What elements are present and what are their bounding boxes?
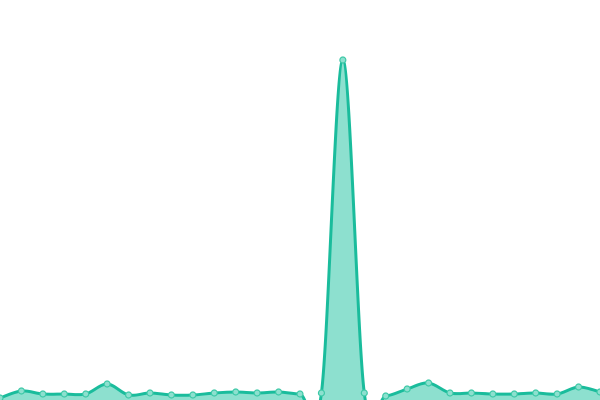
data-point-21	[446, 389, 454, 397]
data-point-12	[253, 389, 261, 397]
data-point-5	[103, 380, 111, 388]
data-point-7	[146, 389, 154, 397]
data-point-27	[574, 383, 583, 391]
data-point-23	[489, 390, 497, 398]
data-point-6	[124, 391, 133, 399]
area-fill	[0, 60, 600, 400]
data-point-15	[317, 389, 326, 397]
data-point-26	[553, 390, 561, 398]
data-point-9	[189, 391, 197, 399]
data-point-22	[467, 389, 476, 397]
data-point-4	[82, 390, 90, 398]
data-point-25	[532, 389, 540, 397]
data-point-11	[232, 388, 240, 396]
data-point-1	[17, 387, 26, 395]
data-point-8	[167, 391, 176, 399]
data-point-10	[210, 389, 218, 397]
series-line	[0, 58, 600, 400]
data-point-24	[510, 390, 518, 398]
data-point-19	[403, 385, 411, 393]
data-point-2	[39, 390, 47, 398]
data-point-13	[274, 388, 283, 396]
data-point-0	[0, 394, 4, 400]
data-point-3	[60, 390, 68, 398]
data-point-17	[360, 389, 368, 397]
data-point-20	[424, 379, 433, 387]
data-point-28	[596, 388, 600, 396]
data-markers	[0, 56, 600, 400]
data-point-16	[339, 56, 347, 64]
data-point-18	[382, 392, 390, 400]
data-point-14	[296, 390, 304, 398]
